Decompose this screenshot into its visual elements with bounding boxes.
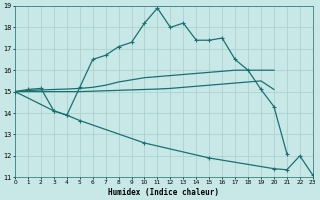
- X-axis label: Humidex (Indice chaleur): Humidex (Indice chaleur): [108, 188, 220, 197]
